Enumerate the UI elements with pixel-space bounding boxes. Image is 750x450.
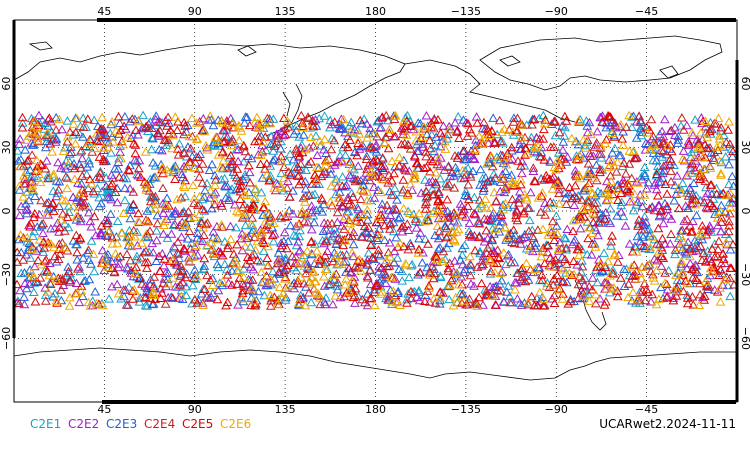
left-lat-tick-label: −30 (0, 263, 13, 286)
top-lon-tick-label: 45 (97, 5, 111, 18)
legend-item-c2e3: C2E3 (106, 417, 138, 431)
top-lon-tick-label: −45 (635, 5, 658, 18)
coast-antarctica (13, 347, 736, 381)
bottom-lon-tick-label: −135 (451, 403, 481, 416)
top-lon-tick-label: 90 (188, 5, 202, 18)
legend-item-c2e2: C2E2 (68, 417, 100, 431)
dataset-caption: UCARwet2.2024-11-11 (599, 417, 736, 431)
right-lat-tick-label: 0 (739, 208, 750, 215)
coast-eurasia (13, 43, 406, 137)
triangle-markers-c2e4 (12, 110, 739, 310)
top-longitude-ticks: 45 90 135 180 −135 −90 −45 (97, 5, 658, 18)
triangle-markers-c2e2 (12, 110, 738, 310)
coast-sakhalin (282, 91, 291, 117)
right-lat-tick-label: 30 (739, 140, 750, 154)
top-lon-tick-label: −90 (545, 5, 568, 18)
triangle-markers-c2e5 (12, 111, 739, 310)
left-lat-tick-label: 30 (0, 140, 13, 154)
coast-islands (28, 41, 679, 79)
right-lat-tick-label: 60 (739, 77, 750, 91)
right-lat-tick-label: −60 (739, 327, 750, 350)
left-lat-tick-label: 0 (0, 208, 13, 215)
left-lat-tick-label: 60 (0, 77, 13, 91)
triangle-markers-c2e6 (14, 110, 736, 310)
bottom-lon-tick-label: 135 (275, 403, 296, 416)
bottom-lon-tick-label: 90 (188, 403, 202, 416)
left-latitude-ticks: 60 30 0 −30 −60 (0, 77, 13, 350)
bottom-longitude-ticks: 45 90 135 180 −135 −90 −45 (97, 403, 658, 416)
right-lat-tick-label: −30 (739, 263, 750, 286)
legend-item-c2e5: C2E5 (182, 417, 214, 431)
top-lon-tick-label: 180 (365, 5, 386, 18)
observation-points (12, 110, 739, 310)
legend-item-c2e6: C2E6 (220, 417, 252, 431)
left-lat-tick-label: −60 (0, 327, 13, 350)
bottom-lon-tick-label: 45 (97, 403, 111, 416)
legend-item-c2e4: C2E4 (144, 417, 176, 431)
top-lon-tick-label: −135 (451, 5, 481, 18)
bottom-lon-tick-label: −90 (545, 403, 568, 416)
coast-north-america (404, 59, 576, 123)
bottom-lon-tick-label: 180 (365, 403, 386, 416)
right-latitude-ticks: 60 30 0 −30 −60 (739, 77, 750, 350)
legend-item-c2e1: C2E1 (30, 417, 62, 431)
bottom-lon-tick-label: −45 (635, 403, 658, 416)
coast-greenland (479, 35, 723, 91)
legend: C2E1 C2E2 C2E3 C2E4 C2E5 C2E6 (30, 417, 258, 431)
top-lon-tick-label: 135 (275, 5, 296, 18)
coast-japan (285, 83, 303, 131)
coastlines (13, 35, 736, 381)
